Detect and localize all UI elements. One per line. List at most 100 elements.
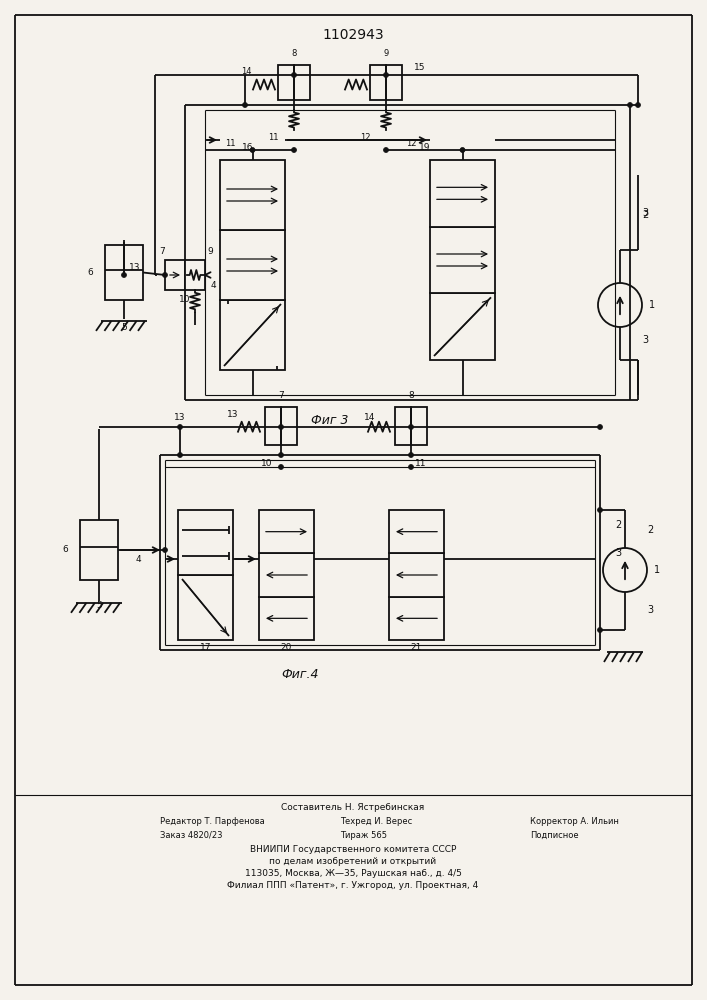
Circle shape [279,464,284,470]
Text: 7: 7 [159,247,165,256]
Bar [389,553,444,597]
Circle shape [409,424,414,430]
Text: 20: 20 [281,644,292,652]
Text: 8: 8 [291,48,297,57]
Text: по делам изобретений и открытий: по делам изобретений и открытий [269,857,436,866]
Bar [386,65,402,100]
Bar [178,510,233,575]
Bar [411,407,427,445]
Bar [395,407,411,445]
Text: 10: 10 [262,458,273,468]
Text: 3: 3 [647,605,653,615]
Text: 15: 15 [414,62,426,72]
Circle shape [291,73,296,78]
Circle shape [628,103,633,107]
Bar [430,160,495,227]
Text: 5: 5 [121,323,127,332]
Text: 1102943: 1102943 [322,28,384,42]
Bar [265,407,281,445]
Bar [259,553,314,597]
Bar [281,407,297,445]
Text: 3: 3 [642,335,648,345]
Text: 21: 21 [411,644,422,652]
Bar [389,597,444,640]
Circle shape [177,424,182,430]
Circle shape [597,508,602,512]
Circle shape [636,103,641,107]
Bar [178,575,233,640]
Text: 12: 12 [406,139,416,148]
Text: 17: 17 [200,644,211,652]
Text: 10: 10 [180,296,191,304]
Text: 9: 9 [207,247,213,256]
Text: 2: 2 [642,210,648,220]
Text: 14: 14 [364,412,375,422]
Text: 13: 13 [227,410,239,419]
Bar [430,293,495,360]
Text: Составитель Н. Ястребинская: Составитель Н. Ястребинская [281,804,425,812]
Text: Корректор А. Ильин: Корректор А. Ильин [530,818,619,826]
Text: 12: 12 [360,133,370,142]
Bar [220,160,285,230]
Text: 7: 7 [278,390,284,399]
Circle shape [409,452,414,458]
Text: 13: 13 [174,412,186,422]
Text: 11: 11 [225,139,235,148]
Text: Заказ 4820/23: Заказ 4820/23 [160,830,223,840]
Circle shape [163,548,168,552]
Text: Подписное: Подписное [530,830,578,840]
Text: Фиг 3: Фиг 3 [311,414,349,426]
Text: 16: 16 [242,143,253,152]
Circle shape [409,464,414,470]
Circle shape [122,272,127,277]
Text: Редактор Т. Парфенова: Редактор Т. Парфенова [160,818,264,826]
Bar [80,520,118,580]
Circle shape [163,272,168,277]
Bar [105,245,143,300]
Text: 11: 11 [415,458,427,468]
Circle shape [597,628,602,633]
Text: 19: 19 [419,143,431,152]
Bar [430,227,495,293]
Bar [294,65,310,100]
Circle shape [383,73,389,78]
Text: Техред И. Верес: Техред И. Верес [340,818,412,826]
Text: 113035, Москва, Ж—35, Раушская наб., д. 4/5: 113035, Москва, Ж—35, Раушская наб., д. … [245,869,462,879]
Text: 3: 3 [615,548,621,558]
Bar [259,510,314,553]
Bar [165,260,185,290]
Text: Фиг.4: Фиг.4 [281,668,319,682]
Circle shape [597,424,602,430]
Circle shape [460,147,465,152]
Text: 1: 1 [649,300,655,310]
Circle shape [383,147,389,152]
Text: 2: 2 [615,520,621,530]
Circle shape [243,103,247,107]
Text: 6: 6 [62,546,68,554]
Bar [220,300,285,370]
Circle shape [279,452,284,458]
Circle shape [177,452,182,458]
Text: 8: 8 [408,390,414,399]
Text: 5: 5 [96,601,102,610]
Text: Филиал ППП «Патент», г. Ужгород, ул. Проектная, 4: Филиал ППП «Патент», г. Ужгород, ул. Про… [228,882,479,890]
Text: 4: 4 [135,556,141,564]
Text: 4: 4 [210,280,216,290]
Bar [220,230,285,300]
Text: 3: 3 [642,208,648,218]
Text: 1: 1 [654,565,660,575]
Bar [370,65,386,100]
Circle shape [279,424,284,430]
Text: ВНИИПИ Государственного комитета СССР: ВНИИПИ Государственного комитета СССР [250,844,456,854]
Text: 6: 6 [87,268,93,277]
Text: 9: 9 [383,48,389,57]
Text: 14: 14 [241,68,251,77]
Text: 13: 13 [129,262,141,271]
Bar [259,597,314,640]
Circle shape [250,147,255,152]
Bar [278,65,294,100]
Bar [185,260,205,290]
Circle shape [291,147,296,152]
Bar [389,510,444,553]
Text: Тираж 565: Тираж 565 [340,830,387,840]
